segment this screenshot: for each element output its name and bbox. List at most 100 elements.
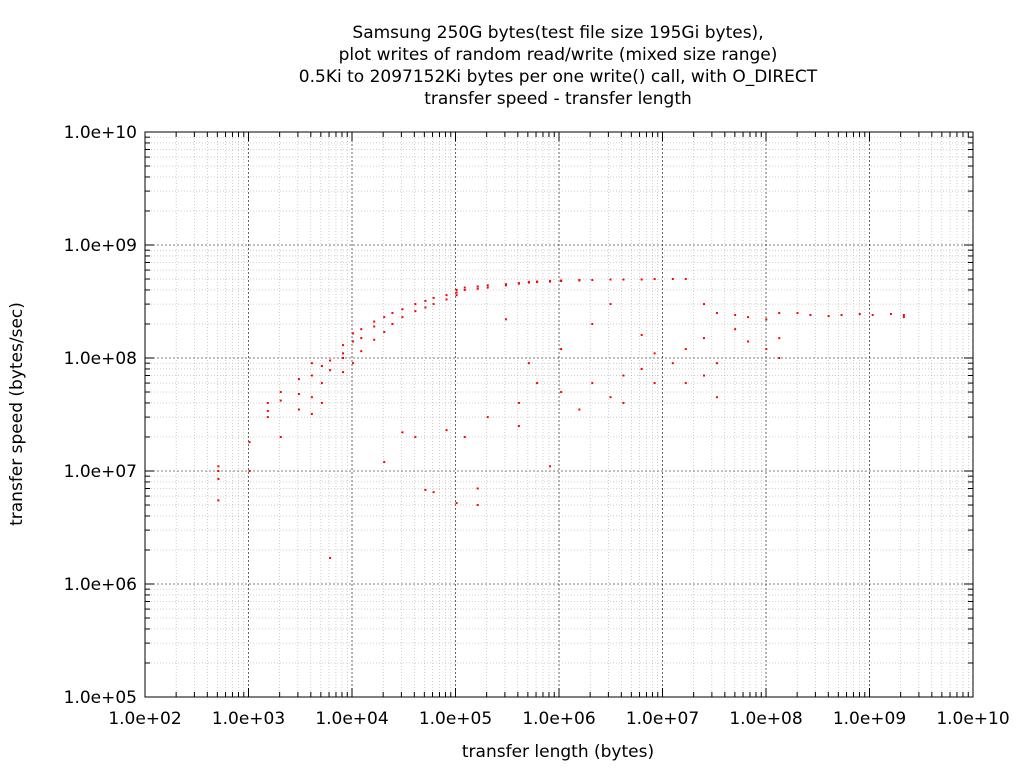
chart-title-line-2: plot writes of random read/write (mixed …	[339, 45, 778, 65]
data-point	[401, 316, 404, 319]
data-point	[342, 357, 345, 359]
grid	[145, 132, 973, 697]
data-point	[549, 280, 552, 283]
data-point	[486, 284, 489, 287]
y-tick-label: 1.0e+06	[64, 575, 137, 595]
data-point	[765, 318, 768, 321]
chart-title-line-4: transfer speed - transfer length	[424, 89, 692, 109]
data-point	[640, 333, 643, 336]
data-point	[622, 401, 625, 404]
data-point	[391, 312, 394, 315]
data-point	[279, 399, 282, 402]
data-point	[827, 315, 830, 318]
data-point	[310, 374, 313, 377]
data-point	[527, 281, 530, 284]
data-point	[445, 294, 448, 297]
x-tick-label: 1.0e+08	[729, 709, 802, 729]
data-point	[622, 278, 625, 281]
data-point	[560, 348, 563, 351]
data-point	[360, 350, 363, 353]
data-point	[432, 296, 435, 299]
data-point	[373, 338, 376, 341]
data-point	[578, 279, 581, 282]
data-point	[248, 470, 251, 472]
data-point	[279, 391, 282, 394]
data-point	[463, 286, 466, 289]
data-point	[266, 416, 269, 419]
data-point	[640, 278, 643, 281]
data-point	[463, 435, 466, 438]
data-point	[578, 408, 581, 411]
y-tick-label: 1.0e+10	[64, 123, 137, 143]
data-point	[809, 314, 812, 317]
data-point	[310, 362, 313, 365]
data-point	[747, 340, 750, 343]
data-point	[536, 382, 539, 385]
data-point	[297, 393, 300, 396]
chart-title: Samsung 250G bytes(test file size 195Gi …	[299, 23, 818, 109]
x-axis-ticks: 1.0e+02 1.0e+03 1.0e+04 1.0e+05 1.0e+06 1.0e+…	[108, 132, 1010, 729]
chart-title-line-3: 0.5Ki to 2097152Ki bytes per one write()…	[299, 67, 818, 87]
data-point	[653, 278, 656, 281]
data-point	[352, 362, 355, 365]
data-point	[591, 382, 594, 385]
data-point	[778, 337, 781, 340]
data-point	[671, 362, 674, 365]
data-point	[549, 465, 552, 468]
x-axis-label: transfer length (bytes)	[462, 742, 654, 762]
data-point	[445, 298, 448, 301]
y-tick-label: 1.0e+05	[64, 688, 137, 708]
data-point	[871, 314, 874, 317]
data-point	[297, 378, 300, 381]
data-point	[902, 316, 905, 319]
data-point	[445, 429, 448, 432]
data-point	[684, 348, 687, 351]
data-point	[591, 322, 594, 325]
data-point	[640, 367, 643, 370]
data-point	[297, 408, 300, 411]
data-point	[424, 299, 427, 302]
data-point	[715, 396, 718, 399]
data-point	[486, 416, 489, 419]
data-point	[715, 362, 718, 365]
data-point	[765, 348, 768, 351]
data-point	[329, 359, 332, 362]
data-point	[702, 337, 705, 340]
data-point	[653, 382, 656, 385]
x-tick-label: 1.0e+07	[626, 709, 699, 729]
data-point	[455, 294, 458, 297]
data-point	[747, 316, 750, 319]
data-point	[840, 314, 843, 317]
data-point	[517, 282, 520, 285]
data-point	[320, 401, 323, 404]
data-point	[414, 435, 417, 438]
data-point	[320, 364, 323, 367]
data-point	[560, 391, 563, 394]
data-point	[217, 465, 220, 468]
data-point	[373, 325, 376, 328]
data-point	[902, 314, 905, 317]
data-point	[609, 396, 612, 399]
data-point	[383, 316, 386, 319]
data-point	[310, 396, 313, 399]
data-point	[702, 374, 705, 377]
data-point	[414, 303, 417, 306]
data-point	[858, 313, 861, 316]
x-tick-label: 1.0e+06	[522, 709, 595, 729]
data-point	[414, 310, 417, 313]
data-point	[653, 352, 656, 355]
data-point	[329, 556, 332, 559]
data-point	[734, 314, 737, 317]
data-point	[560, 280, 563, 283]
data-point	[734, 328, 737, 331]
data-point	[889, 313, 892, 316]
data-point	[527, 362, 530, 365]
data-point	[217, 477, 220, 480]
data-point	[455, 291, 458, 294]
data-point	[342, 352, 345, 355]
data-point	[463, 288, 466, 291]
y-axis-ticks: 1.0e+05 1.0e+06 1.0e+07 1.0e+08 1.0e+09 1.0e+…	[64, 123, 973, 708]
data-point	[476, 487, 479, 490]
data-point	[702, 303, 705, 306]
data-point	[217, 499, 220, 502]
